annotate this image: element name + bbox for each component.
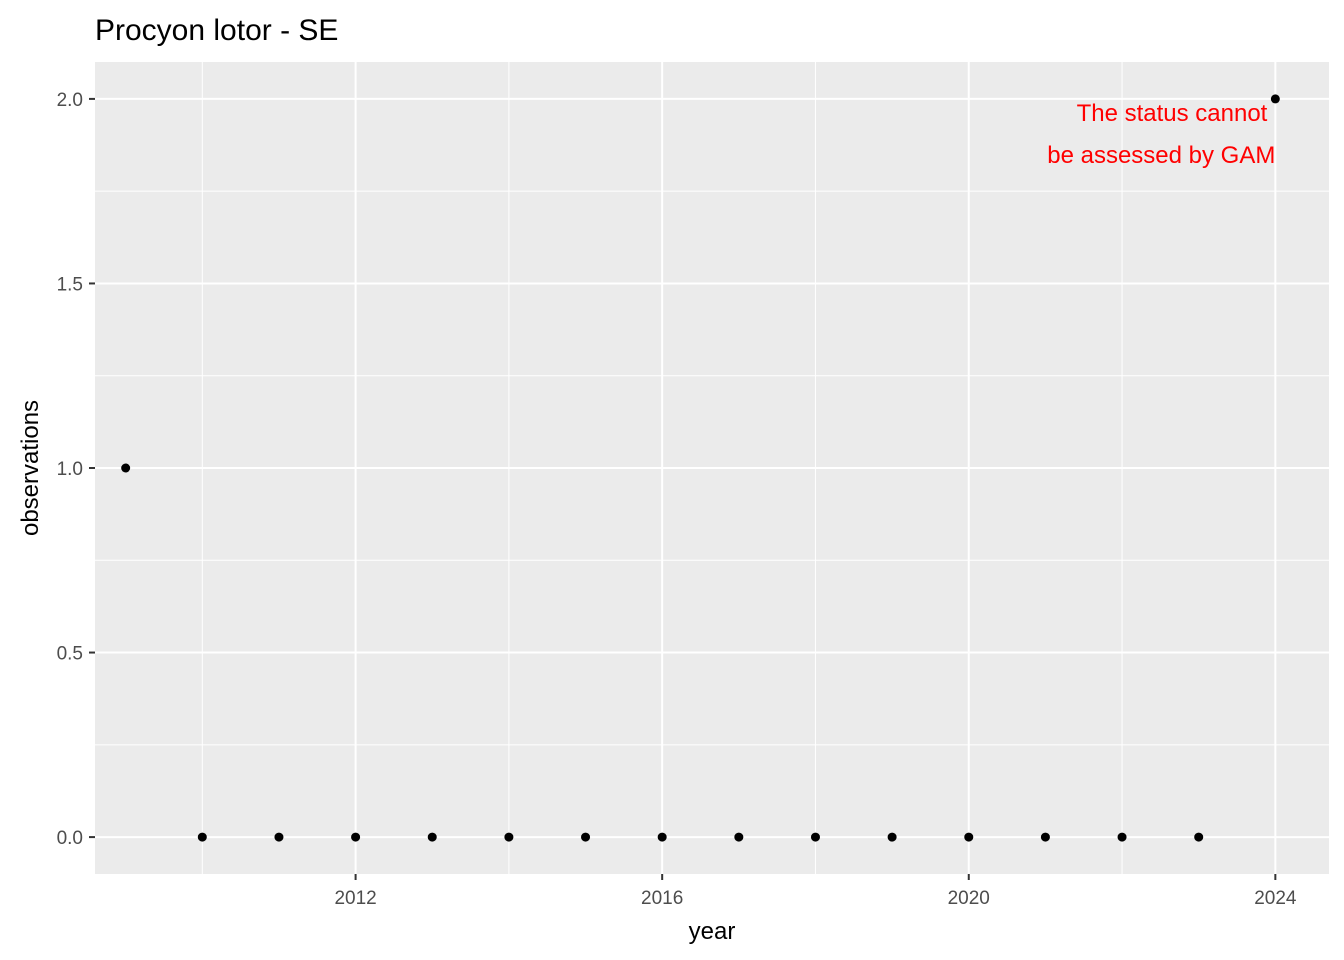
y-tick-label: 0.5 <box>57 644 83 665</box>
y-tick-label: 1.5 <box>57 274 83 295</box>
y-tick-label: 2.0 <box>57 90 83 111</box>
data-points <box>121 94 1280 842</box>
data-point <box>657 832 667 842</box>
annotation-line: The status cannot <box>1077 100 1268 127</box>
x-axis-ticks: 2012 2016 2020 2024 <box>334 874 1297 909</box>
x-tick-label: 2012 <box>334 888 376 909</box>
x-tick-label: 2024 <box>1254 888 1297 909</box>
x-tick-label: 2016 <box>641 888 683 909</box>
data-point <box>121 463 131 473</box>
data-point <box>734 832 744 842</box>
y-axis-ticks: 0.0 0.5 1.0 1.5 2.0 <box>57 90 95 849</box>
data-point <box>1040 832 1050 842</box>
data-point <box>197 832 207 842</box>
y-tick-label: 0.0 <box>57 828 83 849</box>
gam-status-annotation: The status cannot be assessed by GAM <box>1047 100 1275 169</box>
data-point <box>1117 832 1127 842</box>
chart-title: Procyon lotor - SE <box>95 14 338 47</box>
data-point <box>1194 832 1204 842</box>
x-tick-label: 2020 <box>948 888 990 909</box>
major-gridlines <box>95 62 1329 874</box>
data-point <box>810 832 820 842</box>
annotation-line: be assessed by GAM <box>1047 142 1275 169</box>
data-point <box>887 832 897 842</box>
x-axis-title: year <box>689 918 736 945</box>
data-point <box>351 832 361 842</box>
data-point <box>581 832 591 842</box>
data-point <box>274 832 284 842</box>
data-point <box>964 832 974 842</box>
data-point <box>1270 94 1280 104</box>
data-point <box>427 832 437 842</box>
data-point <box>504 832 514 842</box>
y-tick-label: 1.0 <box>57 459 83 480</box>
y-axis-title: observations <box>17 400 44 536</box>
